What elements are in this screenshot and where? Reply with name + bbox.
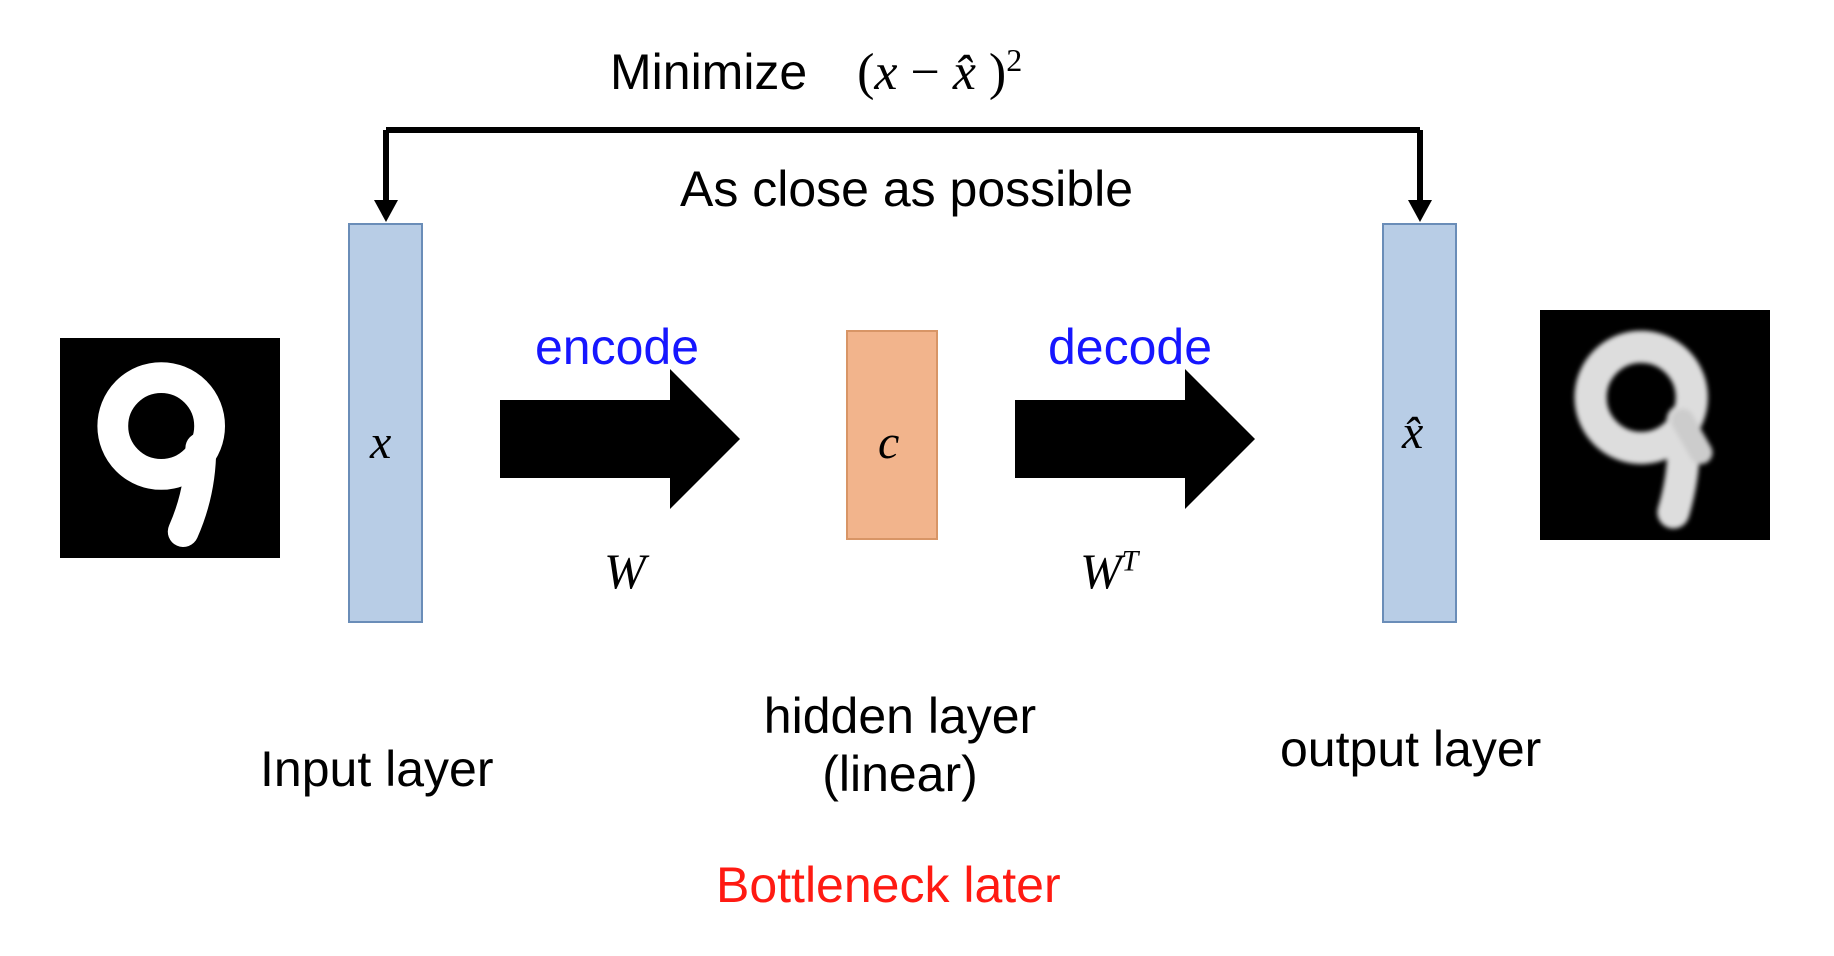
code-symbol: c [878,415,899,470]
formula: (x − x̂ )2 [857,44,1022,101]
formula-xhat: x̂ [953,44,976,101]
minimize-word: Minimize [610,44,807,100]
formula-minus: − [897,44,952,101]
encode-arrow [500,400,740,478]
hidden-layer-label-l1: hidden layer [764,688,1036,744]
output-symbol: x̂ [1402,405,1423,460]
formula-x: x [874,44,897,101]
weight-decode-exp: T [1122,544,1139,577]
paren-l: ( [857,44,874,101]
input-layer-label: Input layer [260,740,493,798]
minimize-title: Minimize (x − x̂ )2 [610,42,1022,102]
formula-exp: 2 [1006,42,1022,78]
decode-arrow [1015,400,1255,478]
hidden-layer-label: hidden layer (linear) [760,688,1040,803]
hidden-layer-label-l2: (linear) [822,746,978,802]
output-layer-label: output layer [1280,720,1541,778]
input-symbol: x [370,415,391,470]
paren-r: ) [976,44,1006,101]
input-mnist-image [60,338,280,558]
subtitle-text: As close as possible [680,160,1133,218]
weight-encode: W [604,542,646,600]
output-mnist-image [1540,310,1770,540]
encode-label: encode [535,318,699,376]
autoencoder-diagram: Minimize (x − x̂ )2 As close as possible [0,0,1834,956]
weight-decode: WT [1080,542,1138,600]
weight-decode-base: W [1080,543,1122,599]
decode-label: decode [1048,318,1212,376]
bottleneck-label: Bottleneck later [716,856,1061,914]
